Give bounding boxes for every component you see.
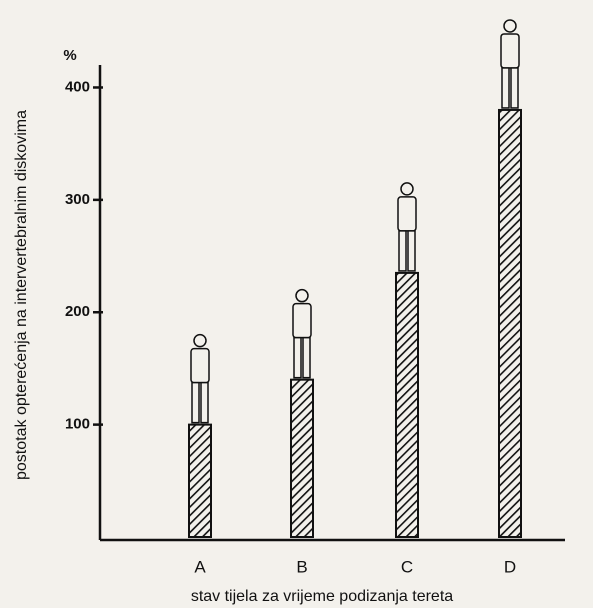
bar — [188, 423, 212, 538]
bar — [498, 108, 522, 538]
figure — [500, 19, 520, 109]
y-tick-label: 200 — [65, 303, 90, 320]
y-tick-label: 300 — [65, 191, 90, 208]
figure — [190, 333, 210, 424]
figure — [397, 182, 417, 272]
y-unit: % — [63, 47, 76, 64]
figure — [292, 288, 312, 379]
x-tick-label: D — [504, 557, 516, 576]
x-tick-label: C — [401, 557, 413, 576]
y-tick-label: 400 — [65, 78, 90, 95]
y-axis-label: postotak opterećenja na intervertebralni… — [13, 110, 30, 480]
bar — [395, 271, 419, 538]
bar — [290, 378, 314, 538]
x-tick-label: B — [296, 557, 307, 576]
y-tick-label: 100 — [65, 416, 90, 433]
x-axis-label: stav tijela za vrijeme podizanja tereta — [191, 588, 453, 605]
x-tick-label: A — [194, 557, 206, 576]
